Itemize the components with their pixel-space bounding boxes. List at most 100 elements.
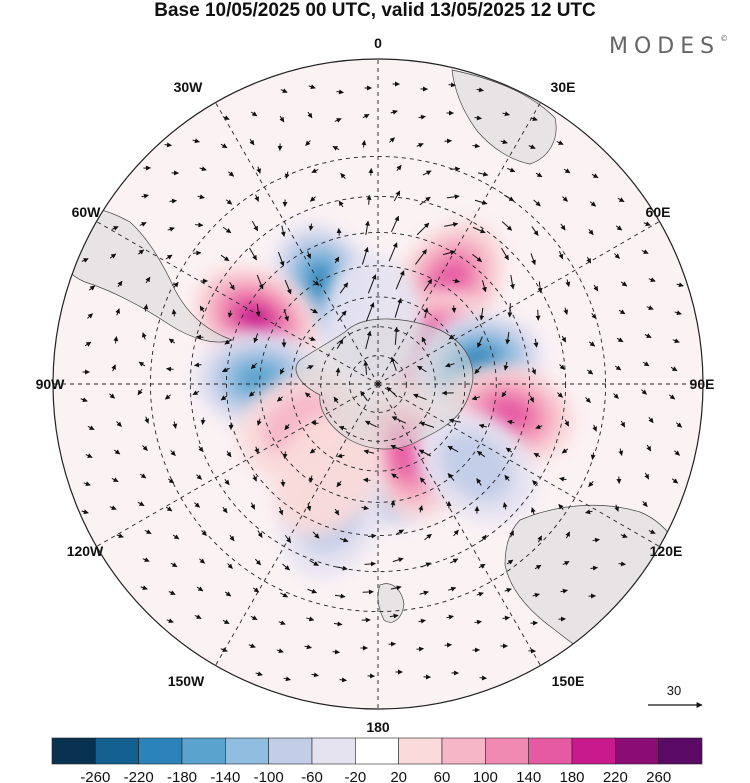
wind-arrow-icon <box>310 308 318 314</box>
wind-arrow-icon <box>648 277 656 282</box>
wind-arrow-icon <box>394 297 402 318</box>
wind-arrow-icon <box>618 448 624 456</box>
wind-arrow-icon <box>256 166 262 174</box>
colorbar-tick-label: 260 <box>646 769 671 783</box>
wind-arrow-icon <box>196 474 202 480</box>
wind-arrow-icon <box>453 529 459 537</box>
wind-arrow-icon <box>280 479 286 487</box>
wind-arrow-icon <box>668 394 676 400</box>
wind-arrow-icon <box>224 339 232 345</box>
wind-arrow-icon <box>413 393 427 401</box>
wind-arrow-icon <box>648 416 654 424</box>
colorbar-tick-label: 180 <box>559 769 584 783</box>
wind-arrow-icon <box>529 395 534 403</box>
wind-arrow-icon <box>109 253 117 259</box>
wind-arrow-icon <box>501 221 513 231</box>
wind-arrow-icon <box>332 649 340 655</box>
wind-arrow-icon <box>255 303 261 317</box>
wind-arrow-icon <box>479 307 485 321</box>
wind-arrow-icon <box>618 309 626 315</box>
wind-arrow-icon <box>500 139 508 145</box>
wind-arrow-icon <box>334 256 340 264</box>
map-boundary <box>52 58 704 710</box>
wind-arrow-icon <box>586 369 594 375</box>
wind-arrow-icon <box>255 671 263 677</box>
wind-arrow-icon <box>248 643 256 648</box>
wind-arrow-icon <box>88 285 96 291</box>
wind-arrow-icon <box>509 275 515 290</box>
wind-arrow-icon <box>590 452 596 460</box>
colorbar-tick-label: -20 <box>344 769 366 783</box>
wind-arrow-icon <box>616 337 624 343</box>
colorbar: -260 -220 -180 -140 -100 -60 -20 20 60 100 140 180 2… <box>51 737 703 783</box>
wind-arrow-icon <box>558 503 564 510</box>
colorbar-swatch <box>398 737 443 765</box>
wind-arrow-icon <box>168 338 176 344</box>
wind-arrow-icon <box>256 418 262 426</box>
wind-arrow-icon <box>535 309 541 321</box>
longitude-label: 0 <box>374 35 382 51</box>
wind-arrow-icon <box>592 537 600 543</box>
wind-arrow-icon <box>170 450 176 456</box>
wind-arrow-icon <box>142 557 150 562</box>
wind-arrow-icon <box>533 338 539 348</box>
wind-arrow-icon <box>365 420 377 428</box>
vector-reference: 30 <box>648 683 703 708</box>
wind-arrow-icon <box>306 251 312 259</box>
wind-arrow-icon <box>452 278 460 284</box>
colorbar-tick-label: 20 <box>390 769 407 783</box>
wind-arrow-icon <box>194 362 202 368</box>
colorbar-tick-label: -100 <box>254 769 284 783</box>
wind-arrow-icon <box>591 173 599 179</box>
wind-arrow-icon <box>502 615 510 621</box>
wind-arrow-icon <box>334 593 346 599</box>
wind-arrow-icon <box>416 143 424 148</box>
wind-arrow-icon <box>138 361 146 367</box>
wind-arrow-icon <box>479 675 487 681</box>
colorbar-swatch <box>268 737 313 765</box>
wind-arrow-icon <box>423 278 433 292</box>
wind-arrow-icon <box>170 562 178 568</box>
wind-arrow-icon <box>506 167 516 173</box>
wind-arrow-icon <box>641 249 649 254</box>
wind-arrow-icon <box>415 249 427 265</box>
wind-arrow-icon <box>222 619 230 625</box>
latitude-circle <box>349 355 407 413</box>
wind-arrow-icon <box>363 449 375 455</box>
colorbar-swatch <box>355 737 399 765</box>
wind-arrow-icon <box>362 589 374 595</box>
wind-arrow-icon <box>472 143 480 149</box>
colorbar-swatch <box>181 737 226 765</box>
wind-arrow-icon <box>253 333 259 344</box>
colorbar-tick-label: 220 <box>603 769 628 783</box>
wind-arrow-icon <box>249 138 255 146</box>
wind-arrow-icon <box>537 535 543 543</box>
wind-arrow-icon <box>167 226 175 232</box>
wind-arrow-icon <box>674 450 680 456</box>
wind-arrow-icon <box>481 280 487 293</box>
longitude-label: 90W <box>36 376 66 392</box>
wind-arrow-icon <box>250 111 258 117</box>
wind-arrow-icon <box>226 450 232 458</box>
wind-arrow-icon <box>140 585 148 591</box>
wind-arrow-icon <box>641 389 647 395</box>
wind-arrow-icon <box>565 279 571 287</box>
wind-arrow-icon <box>674 310 682 316</box>
wind-arrow-icon <box>478 563 486 569</box>
wind-arrow-icon <box>365 330 372 349</box>
colorbar-swatch <box>225 737 269 765</box>
wind-arrow-icon <box>111 364 116 372</box>
wind-arrow-icon <box>444 138 452 144</box>
wind-arrow-icon <box>390 356 397 371</box>
longitude-label: 120E <box>650 543 683 559</box>
wind-arrow-icon <box>109 505 117 510</box>
wind-arrow-icon <box>563 307 569 315</box>
wind-arrow-icon <box>504 474 510 482</box>
wind-arrow-icon <box>171 309 177 317</box>
wind-arrow-icon <box>476 450 485 458</box>
wind-arrow-icon <box>446 194 460 200</box>
south-america <box>54 206 234 343</box>
wind-arrow-icon <box>142 445 148 451</box>
wind-arrow-icon <box>563 168 571 174</box>
wind-arrow-icon <box>361 505 369 511</box>
